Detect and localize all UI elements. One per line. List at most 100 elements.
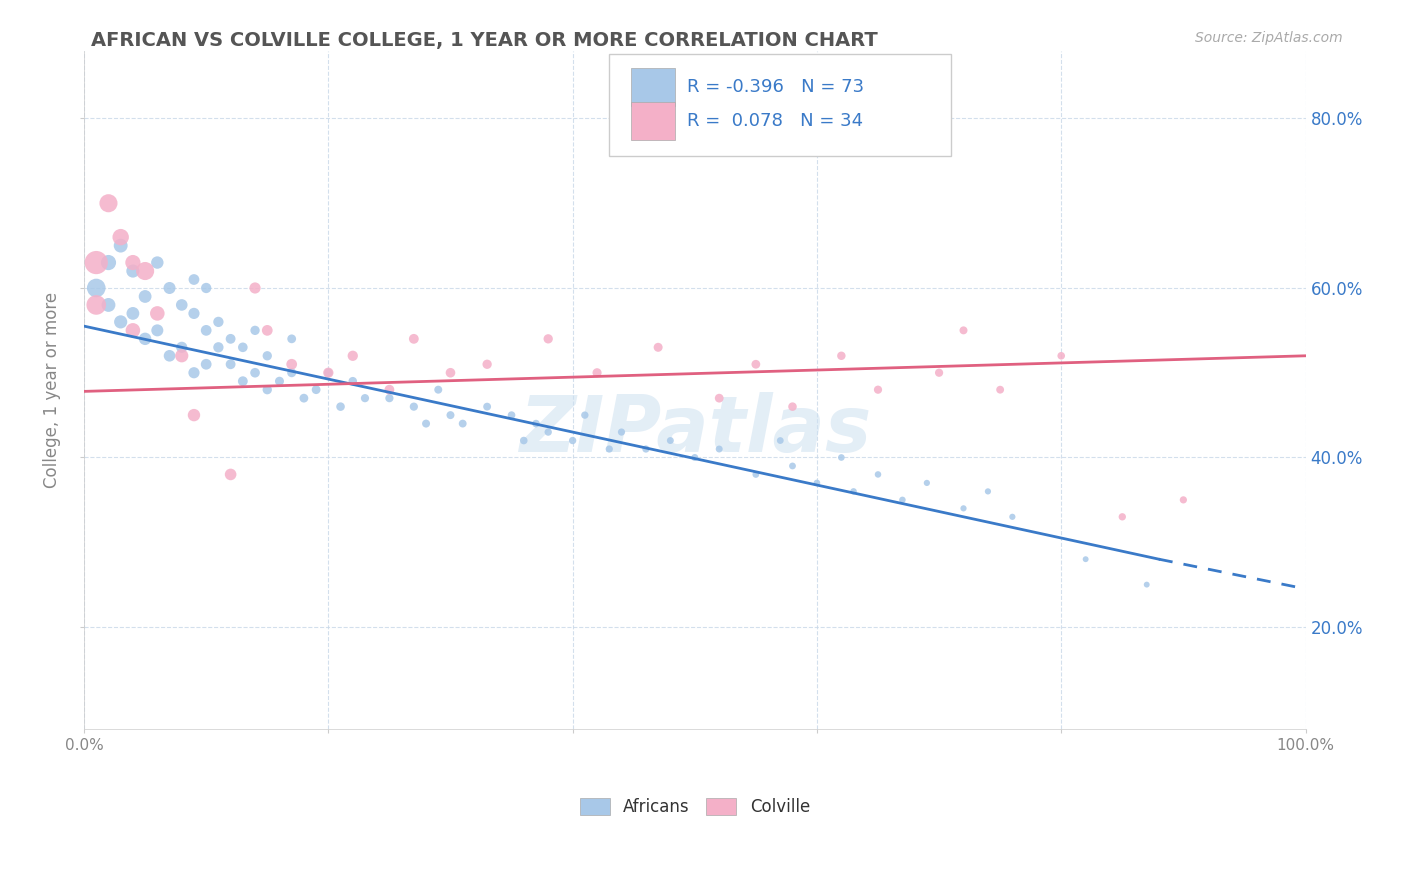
Point xyxy=(219,357,242,371)
Point xyxy=(769,434,792,448)
Point xyxy=(195,323,218,337)
Point xyxy=(318,366,340,380)
Point xyxy=(170,349,193,363)
Point xyxy=(475,400,498,414)
Point xyxy=(84,281,107,295)
Point xyxy=(537,425,560,439)
Point xyxy=(683,450,706,465)
Point xyxy=(952,323,974,337)
Point xyxy=(1111,509,1133,524)
Point xyxy=(439,366,461,380)
Point xyxy=(170,340,193,354)
Point xyxy=(427,383,450,397)
Point xyxy=(280,366,302,380)
Point xyxy=(97,255,120,269)
Point xyxy=(610,425,633,439)
Point xyxy=(256,383,278,397)
Point xyxy=(513,434,536,448)
Point xyxy=(183,306,205,320)
Point xyxy=(219,332,242,346)
Point xyxy=(183,366,205,380)
Point xyxy=(122,255,145,269)
Point xyxy=(170,298,193,312)
Point xyxy=(866,383,889,397)
Point xyxy=(439,408,461,422)
Point xyxy=(378,383,401,397)
Point xyxy=(475,357,498,371)
Point xyxy=(207,315,229,329)
FancyBboxPatch shape xyxy=(631,102,675,139)
Point xyxy=(745,467,768,482)
Point xyxy=(354,391,377,405)
Text: R = -0.396   N = 73: R = -0.396 N = 73 xyxy=(688,78,865,95)
Point xyxy=(891,492,914,507)
Point xyxy=(146,255,169,269)
Point xyxy=(1074,552,1097,566)
Point xyxy=(378,391,401,405)
Point xyxy=(305,383,328,397)
Text: Source: ZipAtlas.com: Source: ZipAtlas.com xyxy=(1195,31,1343,45)
Point xyxy=(574,408,596,422)
Point xyxy=(709,391,731,405)
Point xyxy=(97,298,120,312)
Point xyxy=(110,315,132,329)
Point xyxy=(243,281,266,295)
Point xyxy=(280,357,302,371)
FancyBboxPatch shape xyxy=(609,54,952,156)
FancyBboxPatch shape xyxy=(631,68,675,105)
Point xyxy=(988,383,1011,397)
Point xyxy=(207,340,229,354)
Point xyxy=(159,281,181,295)
Point xyxy=(292,391,315,405)
Point xyxy=(134,289,156,303)
Point xyxy=(1050,349,1073,363)
Point xyxy=(134,264,156,278)
Text: AFRICAN VS COLVILLE COLLEGE, 1 YEAR OR MORE CORRELATION CHART: AFRICAN VS COLVILLE COLLEGE, 1 YEAR OR M… xyxy=(91,31,879,50)
Point xyxy=(928,366,950,380)
Point xyxy=(134,332,156,346)
Point xyxy=(84,255,107,269)
Point xyxy=(342,349,364,363)
Point xyxy=(146,323,169,337)
Point xyxy=(561,434,583,448)
Point xyxy=(342,374,364,388)
Point xyxy=(709,442,731,456)
Point xyxy=(122,306,145,320)
Point xyxy=(634,442,657,456)
Point xyxy=(806,475,828,490)
Point xyxy=(243,323,266,337)
Point xyxy=(659,434,682,448)
Point xyxy=(524,417,547,431)
Point xyxy=(243,366,266,380)
Point xyxy=(402,400,425,414)
Point xyxy=(647,340,669,354)
Point xyxy=(232,340,254,354)
Point xyxy=(256,323,278,337)
Point xyxy=(159,349,181,363)
Point xyxy=(110,230,132,244)
Y-axis label: College, 1 year or more: College, 1 year or more xyxy=(44,292,60,488)
Point xyxy=(866,467,889,482)
Point xyxy=(915,475,938,490)
Point xyxy=(842,484,865,499)
Point xyxy=(1001,509,1024,524)
Point xyxy=(195,357,218,371)
Point xyxy=(830,349,852,363)
Point xyxy=(782,458,804,473)
Point xyxy=(256,349,278,363)
Point xyxy=(402,332,425,346)
Point xyxy=(977,484,1000,499)
Point xyxy=(782,400,804,414)
Point xyxy=(830,450,852,465)
Point xyxy=(329,400,352,414)
Point xyxy=(598,442,620,456)
Point xyxy=(586,366,609,380)
Point xyxy=(232,374,254,388)
Point xyxy=(318,366,340,380)
Point xyxy=(501,408,523,422)
Point xyxy=(110,238,132,252)
Point xyxy=(415,417,437,431)
Point xyxy=(122,323,145,337)
Point xyxy=(269,374,291,388)
Point xyxy=(745,357,768,371)
